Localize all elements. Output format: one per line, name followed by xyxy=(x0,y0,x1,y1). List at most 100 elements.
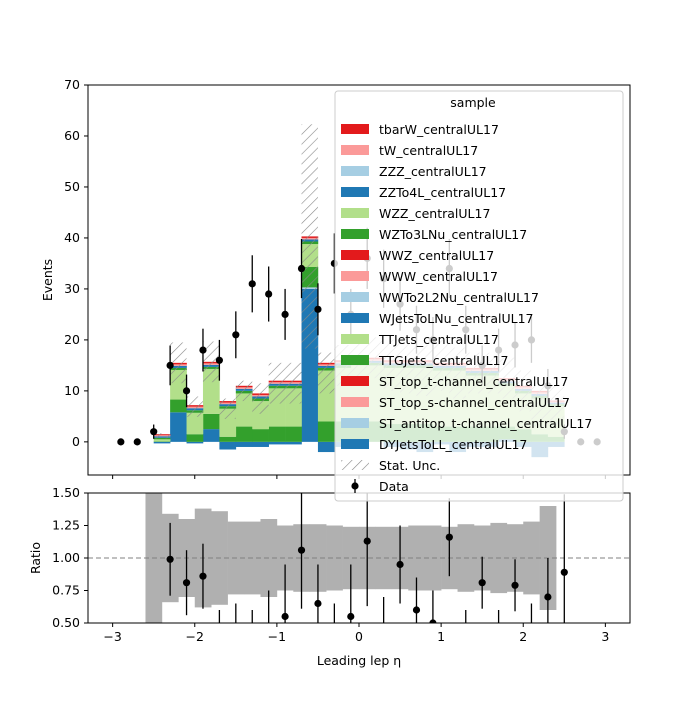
ratio-unc-band xyxy=(276,525,294,591)
stack-bar xyxy=(186,412,204,435)
ratio-unc-band xyxy=(309,524,327,592)
legend-swatch xyxy=(341,145,369,155)
legend-label: WWTo2L2Nu_centralUL17 xyxy=(379,290,539,305)
ratio-point xyxy=(347,612,355,621)
stat-unc-hatch xyxy=(285,362,302,404)
data-point xyxy=(248,280,256,288)
data-point xyxy=(182,387,191,395)
ratio-point xyxy=(232,639,239,646)
stat-unc-hatch xyxy=(268,362,286,404)
data-point xyxy=(265,290,273,298)
stack-bar xyxy=(186,441,204,444)
stack-bar xyxy=(235,441,253,447)
stat-unc-hatch xyxy=(153,433,171,439)
stat-unc-hatch xyxy=(317,352,335,394)
legend-swatch xyxy=(341,124,369,134)
legend-swatch-data xyxy=(351,482,359,490)
ratio-point xyxy=(182,579,191,587)
data-point xyxy=(166,361,174,369)
legend-label: Data xyxy=(379,479,409,494)
ratio-y-tick-label: 1.25 xyxy=(52,518,80,533)
y-tick-label: 70 xyxy=(64,77,80,92)
x-tick-label: −1 xyxy=(268,629,286,644)
data-point xyxy=(117,438,125,446)
y-axis-label-main: Events xyxy=(40,259,55,301)
legend-swatch xyxy=(341,376,369,386)
ratio-point xyxy=(396,560,404,569)
stack-bar xyxy=(153,441,171,444)
stack-bar xyxy=(202,429,220,442)
y-tick-label: 60 xyxy=(64,128,80,143)
ratio-y-tick-label: 1.00 xyxy=(52,550,80,565)
ratio-point xyxy=(560,568,568,576)
x-axis-label: Leading lep η xyxy=(317,653,401,668)
data-point xyxy=(133,438,141,446)
x-tick-label: 3 xyxy=(601,629,609,644)
ratio-point xyxy=(281,612,289,621)
stack-bar xyxy=(170,412,187,442)
stack-bar xyxy=(235,426,253,442)
ratio-point xyxy=(249,645,256,652)
stack-bar xyxy=(153,441,171,442)
stack-bar xyxy=(170,399,187,413)
legend-label: WZTo3LNu_centralUL17 xyxy=(379,227,527,242)
legend-label: ST_top_t-channel_centralUL17 xyxy=(379,374,568,389)
ratio-point xyxy=(363,537,371,545)
legend-swatch xyxy=(341,187,369,197)
stack-bar xyxy=(235,393,253,427)
legend-label: ST_top_s-channel_centralUL17 xyxy=(379,395,570,410)
stack-bar xyxy=(153,439,171,442)
legend-swatch xyxy=(341,166,369,176)
stack-bar xyxy=(268,426,286,442)
ratio-unc-band xyxy=(375,526,393,590)
ratio-point xyxy=(478,579,486,587)
legend-label: WJetsToLNu_centralUL17 xyxy=(379,311,533,326)
ratio-y-tick-label: 1.50 xyxy=(52,485,80,500)
stack-bar xyxy=(202,413,220,430)
ratio-y-tick-label: 0.50 xyxy=(52,615,80,630)
stat-unc-hatch xyxy=(235,380,253,402)
legend-swatch xyxy=(341,292,369,302)
legend-swatch-hatch xyxy=(341,460,369,470)
legend: sample tbarW_centralUL17 tW_centralUL17 ZZZ… xyxy=(334,90,624,502)
y-axis-label-ratio: Ratio xyxy=(28,542,43,574)
ratio-point xyxy=(331,632,338,639)
legend-swatch xyxy=(341,334,369,344)
ratio-point xyxy=(544,593,552,601)
stat-unc-hatch xyxy=(252,383,269,414)
ratio-y-tick-label: 0.75 xyxy=(52,583,80,598)
legend-swatch xyxy=(341,397,369,407)
x-tick-label: −3 xyxy=(103,629,121,644)
legend-label: WWW_centralUL17 xyxy=(379,269,498,284)
data-point xyxy=(232,331,240,339)
stack-bar xyxy=(285,441,302,445)
legend-swatch xyxy=(341,271,369,281)
ratio-point xyxy=(380,632,387,639)
legend-swatch xyxy=(341,439,369,449)
legend-swatch xyxy=(341,229,369,239)
data-point xyxy=(314,305,322,313)
legend-label: tbarW_centralUL17 xyxy=(379,122,499,137)
data-point xyxy=(281,310,289,319)
stack-bar xyxy=(317,441,335,453)
stack-bar xyxy=(219,436,237,442)
ratio-unc-band xyxy=(342,526,360,590)
stack-bar xyxy=(285,426,302,442)
y-tick-label: 30 xyxy=(64,281,80,296)
legend-label: WWZ_centralUL17 xyxy=(379,248,494,263)
stack-bar xyxy=(317,421,335,442)
legend-label: TTGJets_centralUL17 xyxy=(378,353,508,368)
y-tick-label: 50 xyxy=(64,179,80,194)
data-point xyxy=(215,356,223,364)
legend-label: Stat. Unc. xyxy=(379,458,440,473)
x-tick-label: 0 xyxy=(355,629,363,644)
ratio-point xyxy=(314,599,322,608)
stat-unc-hatch xyxy=(301,124,318,349)
legend-swatch xyxy=(341,418,369,428)
stack-bar xyxy=(268,441,286,445)
y-tick-label: 20 xyxy=(64,332,80,347)
data-point xyxy=(150,428,158,436)
y-tick-label: 0 xyxy=(72,434,80,449)
ratio-point xyxy=(412,606,421,614)
